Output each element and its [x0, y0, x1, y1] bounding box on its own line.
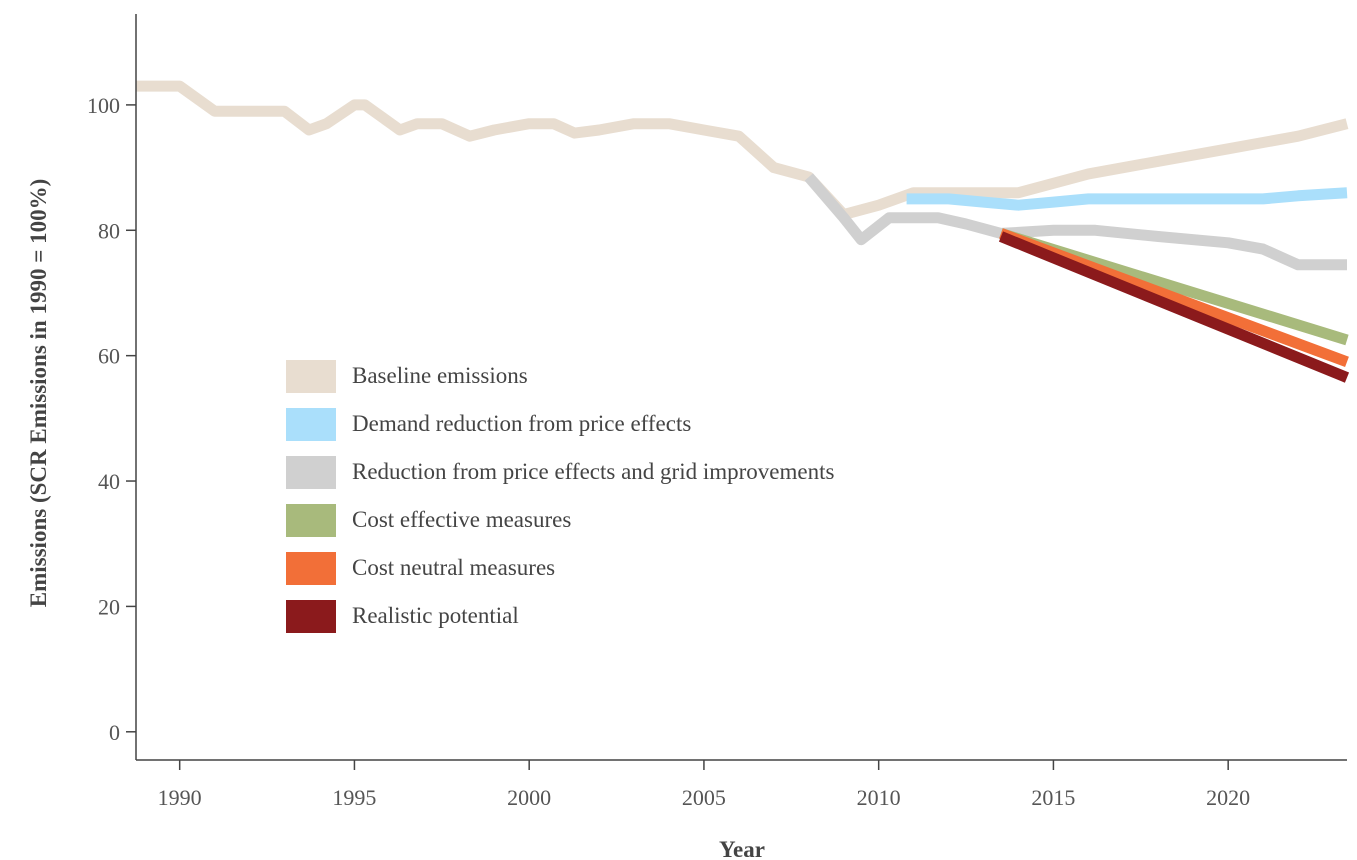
- x-tick-label: 2005: [682, 785, 726, 810]
- x-tick-label: 2015: [1031, 785, 1075, 810]
- ticks-layer: 0 20 40 60 80 100 1990 1995 2000 2005 2010 2015 2020: [87, 93, 1250, 810]
- y-tick-label: 100: [87, 93, 120, 118]
- x-tick-label: 1990: [158, 785, 202, 810]
- y-tick-label: 0: [109, 720, 120, 745]
- y-tick-label: 20: [98, 594, 120, 619]
- series-line-reduction-from-price-effects-and-grid-improvements: [804, 173, 1347, 271]
- legend-label-reduction-from-price-effects-and-grid-improvements: Reduction from price effects and grid im…: [352, 459, 834, 484]
- x-tick-label: 2020: [1206, 785, 1250, 810]
- x-axis-title: Year: [719, 837, 765, 860]
- series-line-demand-reduction-from-price-effects: [906, 187, 1348, 211]
- legend-label-demand-reduction-from-price-effects: Demand reduction from price effects: [352, 411, 691, 436]
- legend-swatch-reduction-from-price-effects-and-grid-improvements: [286, 456, 336, 489]
- y-tick-label: 40: [98, 469, 120, 494]
- legend-swatch-realistic-potential: [286, 600, 336, 633]
- legend-label-cost-effective-measures: Cost effective measures: [352, 507, 571, 532]
- legend-label-realistic-potential: Realistic potential: [352, 603, 519, 628]
- y-tick-label: 80: [98, 218, 120, 243]
- legend: Baseline emissions Demand reduction from …: [286, 360, 834, 633]
- legend-swatch-cost-neutral-measures: [286, 552, 336, 585]
- legend-label-cost-neutral-measures: Cost neutral measures: [352, 555, 555, 580]
- x-tick-label: 1995: [332, 785, 376, 810]
- legend-swatch-baseline-emissions: [286, 360, 336, 393]
- series-line-realistic-potential: [998, 231, 1350, 383]
- y-tick-label: 60: [98, 344, 120, 369]
- series-layer: [136, 80, 1350, 383]
- x-tick-label: 2010: [857, 785, 901, 810]
- series-line-baseline-emissions: [136, 80, 1349, 221]
- x-tick-label: 2000: [507, 785, 551, 810]
- legend-swatch-cost-effective-measures: [286, 504, 336, 537]
- legend-swatch-demand-reduction-from-price-effects: [286, 408, 336, 441]
- y-axis-title: Emissions (SCR Emissions in 1990 = 100%): [26, 179, 51, 607]
- legend-label-baseline-emissions: Baseline emissions: [352, 363, 528, 388]
- axes-layer: [135, 14, 1347, 761]
